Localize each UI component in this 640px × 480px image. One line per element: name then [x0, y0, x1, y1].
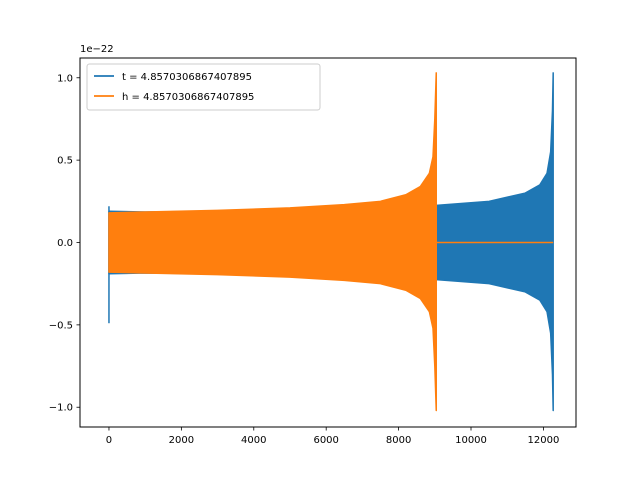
- x-tick-label: 10000: [455, 435, 487, 446]
- x-tick-label: 2000: [169, 435, 194, 446]
- x-axis: 0 2000 4000 6000 8000 10000 12000: [106, 427, 560, 446]
- legend-item: h = 4.8570306867407895: [94, 92, 254, 103]
- legend-box: [86, 63, 321, 111]
- y-offset-label: 1e−22: [80, 44, 114, 55]
- y-axis: −1.0 −0.5 0.0 0.5 1.0: [49, 73, 80, 414]
- y-tick-label: −1.0: [49, 403, 73, 414]
- legend: t = 4.8570306867407895 h = 4.857030686740…: [86, 63, 321, 111]
- x-tick-label: 8000: [386, 435, 411, 446]
- series-layer: [108, 72, 554, 412]
- y-tick-label: −0.5: [49, 320, 73, 331]
- series-envelope: [108, 72, 437, 412]
- series-1: [108, 72, 554, 412]
- x-tick-label: 6000: [313, 435, 338, 446]
- x-tick-label: 4000: [241, 435, 266, 446]
- legend-label: t = 4.8570306867407895: [122, 72, 252, 83]
- legend-item: t = 4.8570306867407895: [94, 72, 252, 83]
- legend-label: h = 4.8570306867407895: [122, 92, 254, 103]
- y-tick-label: 0.0: [57, 238, 73, 249]
- x-tick-label: 12000: [528, 435, 560, 446]
- x-tick-label: 0: [106, 435, 112, 446]
- y-tick-label: 0.5: [57, 156, 73, 167]
- y-tick-label: 1.0: [57, 73, 73, 84]
